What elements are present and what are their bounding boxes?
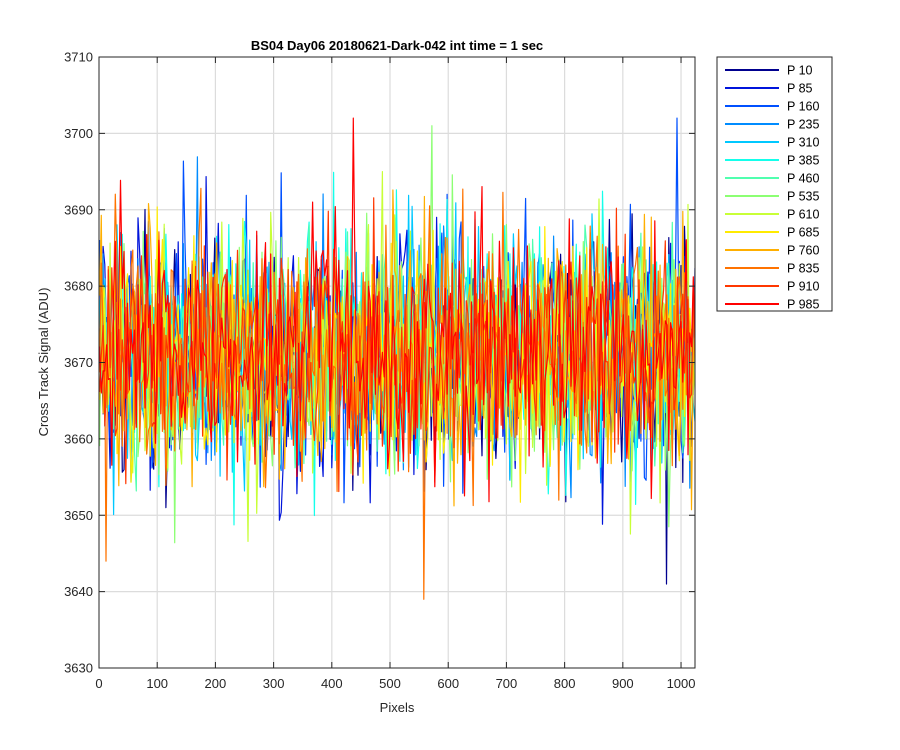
x-tick-label: 400 bbox=[321, 676, 343, 691]
legend-label: P 235 bbox=[787, 118, 819, 132]
x-tick-label: 300 bbox=[263, 676, 285, 691]
y-tick-label: 3680 bbox=[64, 279, 93, 294]
x-tick-label: 1000 bbox=[667, 676, 696, 691]
legend-label: P 985 bbox=[787, 298, 819, 312]
legend-label: P 910 bbox=[787, 280, 819, 294]
axis-ticks: 0 100 200 300 400 500 600 700 800 900 1000 3630 3640… bbox=[64, 50, 695, 692]
x-tick-label: 700 bbox=[496, 676, 518, 691]
x-tick-label: 800 bbox=[554, 676, 576, 691]
legend-label: P 610 bbox=[787, 208, 819, 222]
y-tick-label: 3630 bbox=[64, 661, 93, 676]
y-tick-label: 3660 bbox=[64, 431, 93, 446]
legend-label: P 85 bbox=[787, 82, 813, 96]
legend-label: P 10 bbox=[787, 64, 813, 78]
x-tick-label: 200 bbox=[205, 676, 227, 691]
chart-title: BS04 Day06 20180621-Dark-042 int time = … bbox=[251, 38, 543, 53]
y-tick-label: 3650 bbox=[64, 508, 93, 523]
legend-label: P 460 bbox=[787, 172, 819, 186]
legend-label: P 535 bbox=[787, 190, 819, 204]
y-tick-label: 3710 bbox=[64, 50, 93, 65]
legend-label: P 310 bbox=[787, 136, 819, 150]
y-tick-label: 3700 bbox=[64, 126, 93, 141]
series-line bbox=[99, 125, 695, 544]
legend-label: P 835 bbox=[787, 262, 819, 276]
legend-label: P 685 bbox=[787, 226, 819, 240]
series-lines bbox=[99, 117, 695, 600]
x-tick-label: 900 bbox=[612, 676, 634, 691]
y-tick-label: 3690 bbox=[64, 202, 93, 217]
y-axis-label: Cross Track Signal (ADU) bbox=[36, 288, 51, 437]
x-tick-label: 500 bbox=[379, 676, 401, 691]
series-line bbox=[99, 187, 695, 600]
y-tick-label: 3640 bbox=[64, 584, 93, 599]
x-axis-label: Pixels bbox=[380, 700, 415, 715]
legend-label: P 160 bbox=[787, 100, 819, 114]
series-line bbox=[99, 197, 695, 493]
x-tick-label: 100 bbox=[146, 676, 168, 691]
legend: P 10 P 85 P 160 P 235 P 310 P 385 P 460 P 535 P … bbox=[716, 56, 833, 312]
series-line bbox=[99, 117, 695, 503]
legend-label: P 760 bbox=[787, 244, 819, 258]
legend-label: P 385 bbox=[787, 154, 819, 168]
x-tick-label: 0 bbox=[95, 676, 102, 691]
series-line bbox=[99, 189, 695, 511]
y-tick-label: 3670 bbox=[64, 355, 93, 370]
x-tick-label: 600 bbox=[437, 676, 459, 691]
